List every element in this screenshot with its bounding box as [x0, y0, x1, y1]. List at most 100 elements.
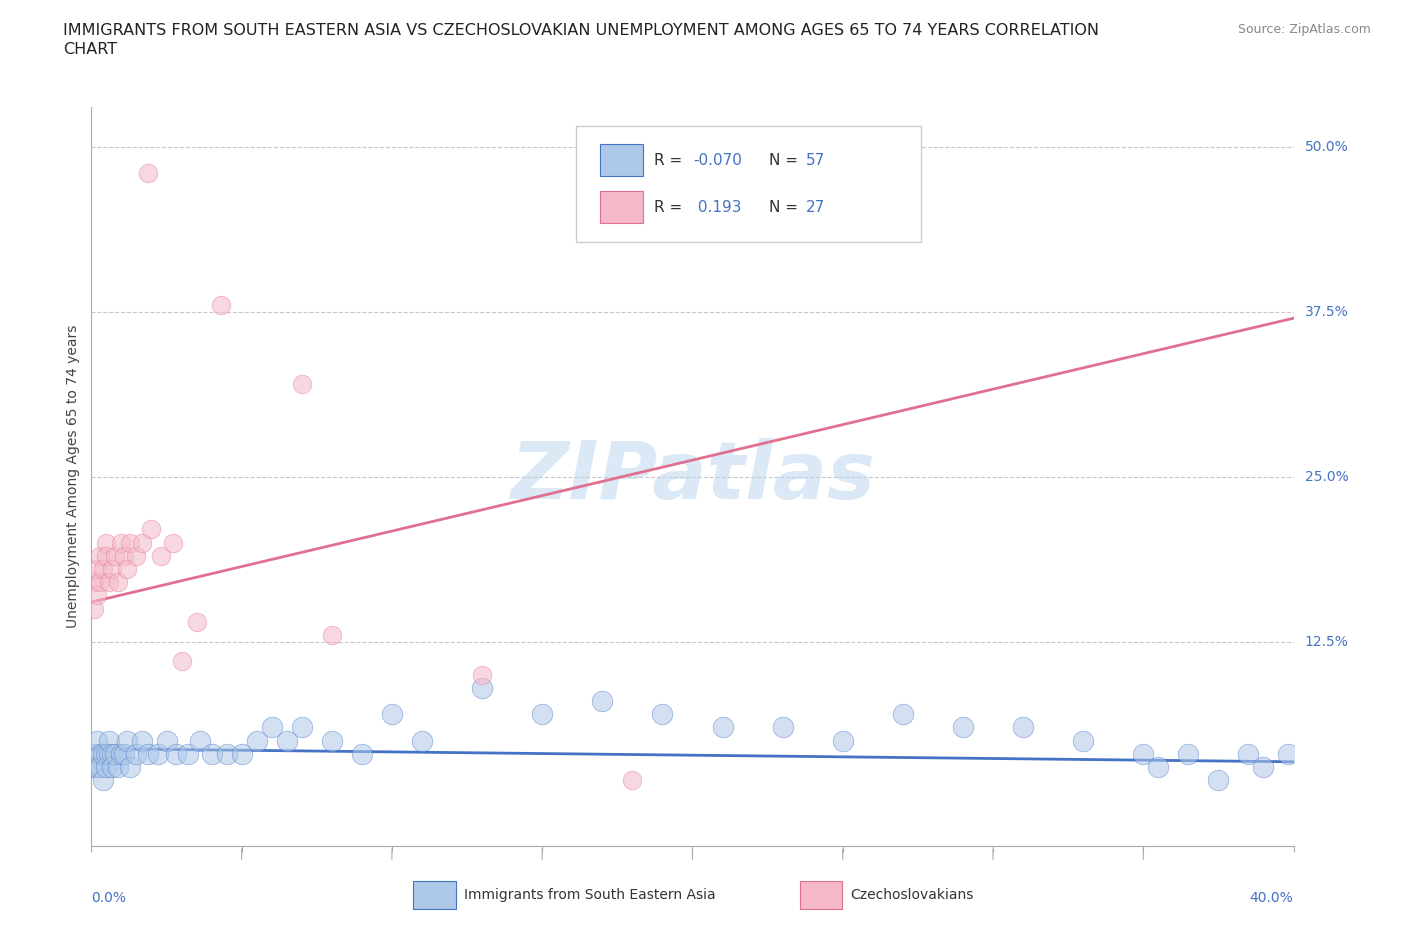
- Point: [125, 747, 148, 762]
- Text: CHART: CHART: [63, 42, 117, 57]
- Text: R =: R =: [654, 153, 688, 167]
- Point: [110, 535, 132, 550]
- Point: [120, 760, 142, 775]
- Point: [321, 628, 343, 643]
- Point: [201, 747, 224, 762]
- Text: Czechoslovakians: Czechoslovakians: [851, 887, 974, 902]
- Point: [89, 747, 111, 762]
- Point: [107, 575, 129, 590]
- Point: [89, 760, 111, 775]
- Point: [83, 601, 105, 616]
- Point: [162, 535, 184, 550]
- Text: 57: 57: [806, 153, 825, 167]
- Point: [1237, 747, 1260, 762]
- Point: [891, 707, 914, 722]
- Point: [93, 562, 115, 577]
- Point: [117, 562, 139, 577]
- Text: R =: R =: [654, 200, 688, 215]
- Point: [83, 575, 105, 590]
- Point: [141, 522, 163, 537]
- Point: [117, 733, 139, 748]
- Point: [170, 654, 193, 669]
- Point: [104, 747, 127, 762]
- Point: [86, 562, 108, 577]
- Point: [98, 575, 121, 590]
- Point: [176, 747, 198, 762]
- Point: [86, 733, 108, 748]
- Point: [209, 298, 232, 312]
- Point: [831, 733, 853, 748]
- Point: [146, 747, 169, 762]
- Point: [149, 549, 172, 564]
- Point: [471, 681, 494, 696]
- Point: [1253, 760, 1275, 775]
- Point: [101, 747, 124, 762]
- Point: [591, 694, 613, 709]
- Point: [89, 575, 111, 590]
- Y-axis label: Unemployment Among Ages 65 to 74 years: Unemployment Among Ages 65 to 74 years: [66, 325, 80, 629]
- Point: [96, 760, 118, 775]
- Text: 12.5%: 12.5%: [1305, 634, 1348, 648]
- Point: [772, 720, 794, 735]
- Point: [93, 747, 115, 762]
- Point: [114, 747, 136, 762]
- Text: 37.5%: 37.5%: [1305, 305, 1348, 319]
- Text: Immigrants from South Eastern Asia: Immigrants from South Eastern Asia: [464, 887, 716, 902]
- Point: [86, 588, 108, 603]
- Point: [98, 733, 121, 748]
- Text: -0.070: -0.070: [693, 153, 742, 167]
- Text: Source: ZipAtlas.com: Source: ZipAtlas.com: [1237, 23, 1371, 36]
- Point: [231, 747, 253, 762]
- Point: [291, 377, 314, 392]
- Point: [276, 733, 298, 748]
- Point: [291, 720, 314, 735]
- Point: [1208, 773, 1230, 788]
- Point: [86, 760, 108, 775]
- Point: [101, 760, 124, 775]
- Point: [101, 562, 124, 577]
- Text: 25.0%: 25.0%: [1305, 470, 1348, 484]
- Point: [471, 667, 494, 682]
- Point: [711, 720, 734, 735]
- Point: [104, 549, 127, 564]
- Point: [411, 733, 433, 748]
- Point: [246, 733, 269, 748]
- Point: [83, 760, 105, 775]
- Point: [1012, 720, 1035, 735]
- Point: [1071, 733, 1094, 748]
- Text: 0.0%: 0.0%: [91, 891, 127, 905]
- Text: 0.193: 0.193: [693, 200, 741, 215]
- Point: [131, 535, 153, 550]
- Point: [215, 747, 238, 762]
- Point: [1132, 747, 1154, 762]
- Point: [952, 720, 974, 735]
- Text: 27: 27: [806, 200, 825, 215]
- Point: [96, 549, 118, 564]
- Point: [138, 166, 160, 180]
- Text: ZIPatlas: ZIPatlas: [510, 438, 875, 515]
- Point: [107, 760, 129, 775]
- Text: 40.0%: 40.0%: [1250, 891, 1294, 905]
- Point: [1277, 747, 1299, 762]
- Point: [93, 773, 115, 788]
- Point: [260, 720, 283, 735]
- Point: [89, 549, 111, 564]
- Point: [110, 747, 132, 762]
- Point: [531, 707, 554, 722]
- Text: N =: N =: [769, 153, 803, 167]
- Point: [186, 615, 208, 630]
- Point: [120, 535, 142, 550]
- Point: [98, 747, 121, 762]
- Text: N =: N =: [769, 200, 803, 215]
- Point: [96, 747, 118, 762]
- Point: [1147, 760, 1170, 775]
- Point: [138, 747, 160, 762]
- Point: [131, 733, 153, 748]
- Point: [188, 733, 211, 748]
- Point: [651, 707, 673, 722]
- Point: [321, 733, 343, 748]
- Point: [165, 747, 187, 762]
- Point: [125, 549, 148, 564]
- Point: [350, 747, 373, 762]
- Point: [114, 549, 136, 564]
